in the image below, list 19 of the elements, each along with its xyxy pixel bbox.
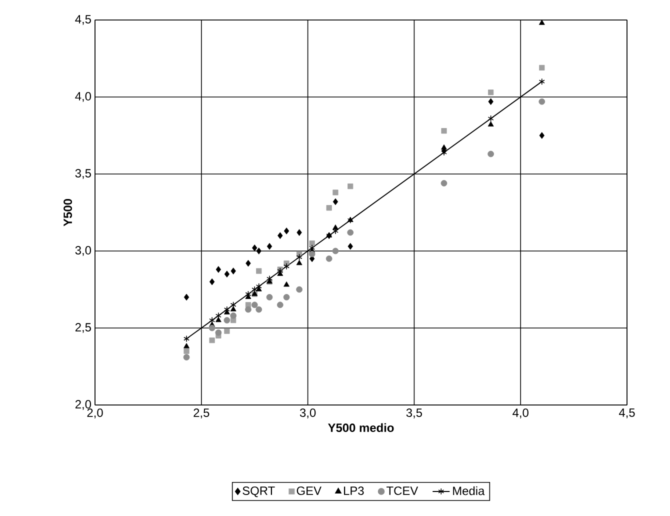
- x-tick-label: 4,5: [618, 408, 635, 418]
- y-axis-title: Y500: [64, 199, 72, 226]
- y-tick-label: 4,0: [75, 92, 92, 102]
- y-tick-label: 2,0: [75, 400, 92, 410]
- y-tick-label: 4,5: [75, 15, 91, 25]
- y-tick-label: 3,5: [75, 169, 91, 179]
- y-tick-label: 2,5: [75, 323, 91, 333]
- legend-label: SQRT: [242, 486, 275, 498]
- legend-label: TCEV: [386, 486, 418, 495]
- x-axis-title: Y500 medio: [328, 423, 394, 432]
- legend-label: LP3: [344, 486, 364, 495]
- y-tick-label: 3,0: [75, 246, 92, 256]
- legend-label: Media: [453, 486, 485, 496]
- x-tick-label: 3,0: [300, 408, 316, 418]
- legend-label: GEV: [296, 486, 322, 495]
- x-tick-label: 2,0: [87, 408, 103, 418]
- x-tick-label: 4,0: [512, 408, 528, 418]
- x-tick-label: 2,5: [194, 408, 210, 418]
- x-tick-label: 3,5: [406, 408, 422, 418]
